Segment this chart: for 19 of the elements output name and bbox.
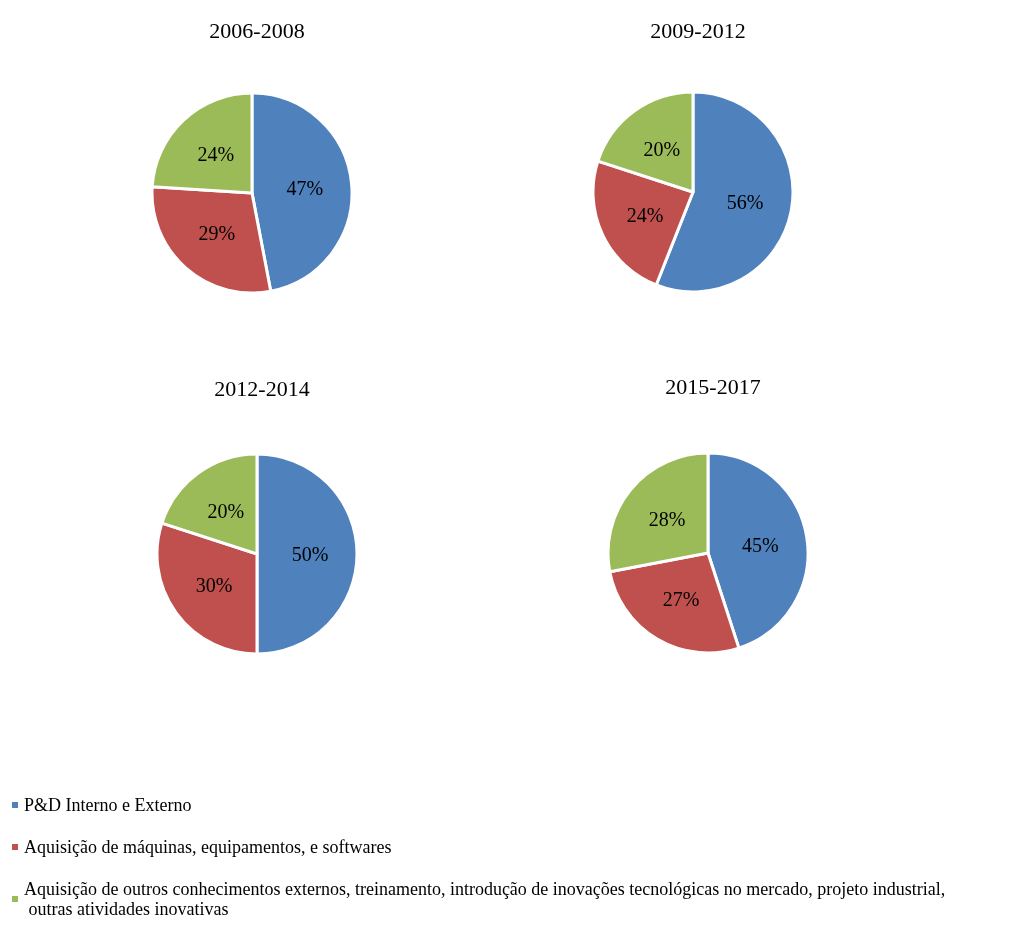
data-label: 29% — [198, 221, 236, 244]
data-label: 45% — [742, 533, 779, 556]
data-label: 27% — [662, 587, 700, 610]
chart-title: 2009-2012 — [650, 17, 746, 43]
data-label: 20% — [207, 500, 245, 523]
data-label: 24% — [197, 143, 235, 166]
chart-title: 2012-2014 — [214, 375, 310, 401]
data-label: 50% — [291, 543, 329, 565]
data-label: 56% — [726, 190, 764, 213]
chart-title: 2015-2017 — [665, 373, 761, 399]
chart-title: 2006-2008 — [209, 17, 305, 43]
data-label: 30% — [195, 574, 233, 597]
legend-label: Aquisição de outros conhecimentos externos, treinamento, introdução de inovações tecnológicas no mercado, projeto industrial, outras atividades inovativas — [24, 879, 946, 919]
data-label: 20% — [643, 138, 681, 161]
data-label: 28% — [648, 508, 686, 531]
data-label: 47% — [286, 177, 324, 200]
data-label: 24% — [626, 203, 664, 226]
legend-label: P&D Interno e Externo — [24, 795, 192, 815]
legend-label: Aquisição de máquinas, equipamentos, e softwares — [24, 837, 392, 857]
